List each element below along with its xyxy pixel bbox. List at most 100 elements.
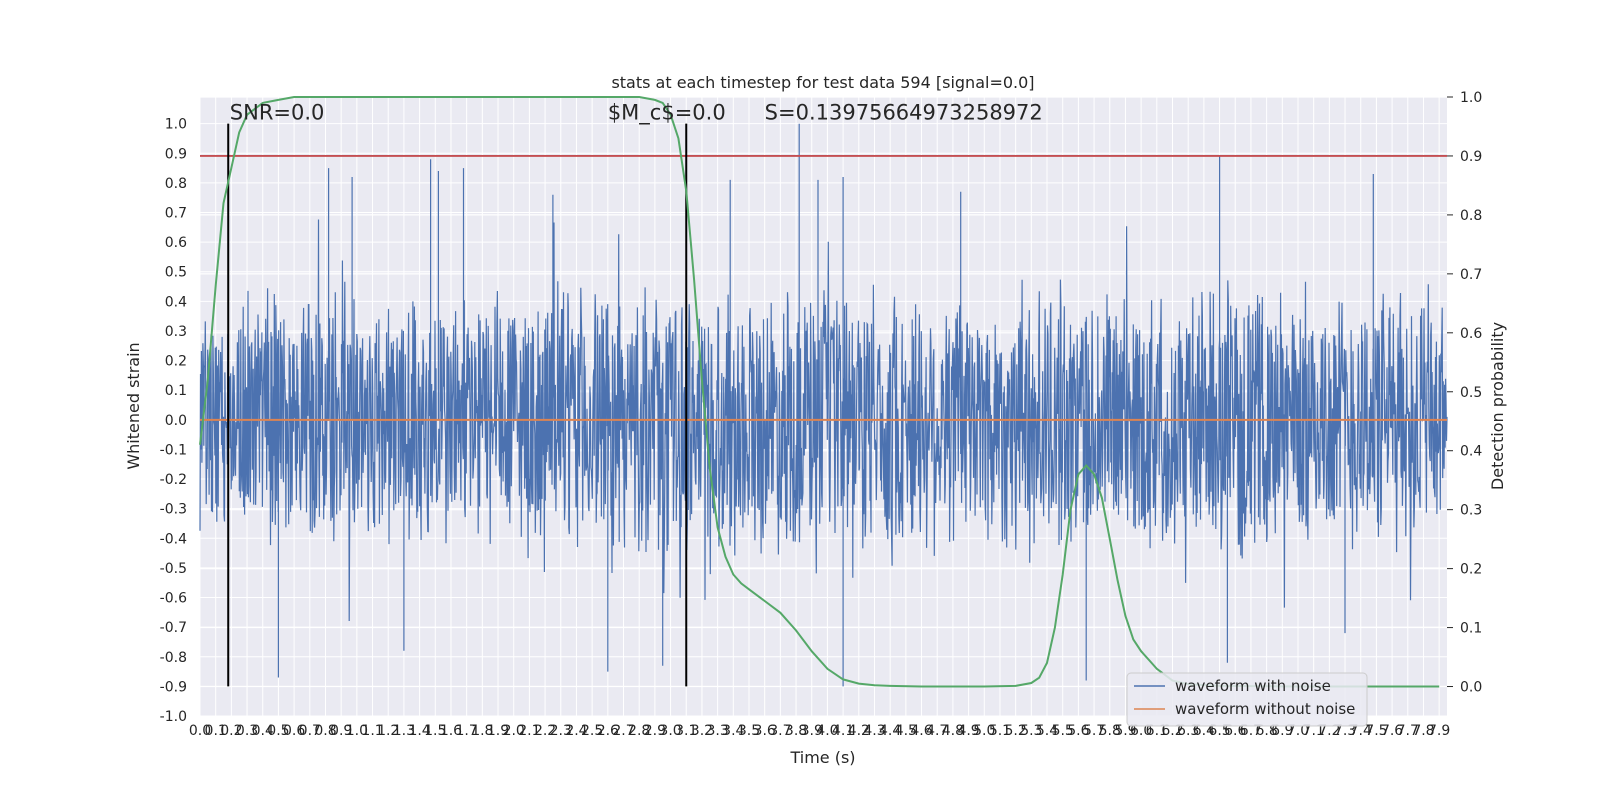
x-tick-label: 0.8 [314, 723, 336, 739]
probability-trace [199, 96, 1440, 688]
x-tick-label: 1.2 [377, 723, 399, 739]
x-tick-label: 7.3 [1334, 723, 1356, 739]
x-tick-label: 7.0 [1287, 723, 1309, 739]
x-tick-label: 5.8 [1099, 723, 1121, 739]
annotations: SNR=0.0 $M_c$=0.0 S=0.13975664973258972 [230, 101, 1043, 126]
x-tick-label: 6.2 [1161, 723, 1183, 739]
legend-box [1126, 672, 1368, 727]
x-tick-label: 1.8 [471, 723, 493, 739]
y-tick-label: 0.6 [165, 235, 187, 251]
x-tick-label: 4.4 [879, 723, 901, 739]
y-tick-label: -0.7 [160, 620, 187, 636]
y2-tick-label: 0.4 [1460, 444, 1482, 460]
y2-tick-label: 0.9 [1460, 149, 1482, 165]
event-markers [227, 123, 688, 687]
x-tick-label: 2.0 [503, 723, 525, 739]
y-tick-label: -0.2 [160, 472, 187, 488]
x-tick-label: 0.3 [236, 723, 258, 739]
x-tick-label: 4.3 [863, 723, 885, 739]
x-tick-label: 7.7 [1397, 723, 1419, 739]
x-tick-label: 4.9 [957, 723, 979, 739]
y-tick-label: 0.5 [165, 265, 187, 281]
legend-label-noisy: waveform with noise [1175, 677, 1331, 695]
x-tick-label: 1.5 [424, 723, 446, 739]
x-axis: 0.00.10.20.30.40.50.60.70.80.91.01.11.21… [189, 723, 1450, 739]
y2-axis-label: Detection probability [1488, 322, 1507, 490]
x-tick-label: 2.1 [518, 723, 540, 739]
x-tick-label: 6.1 [1146, 723, 1168, 739]
x-tick-label: 3.8 [785, 723, 807, 739]
annotation-snr: SNR=0.0 [230, 101, 325, 125]
y-tick-label: -0.4 [160, 531, 187, 547]
y2-tick-label: 0.6 [1460, 326, 1482, 342]
x-tick-label: 7.9 [1428, 723, 1450, 739]
y-tick-label: -0.3 [160, 502, 187, 518]
x-tick-label: 2.7 [612, 723, 634, 739]
x-tick-label: 0.5 [267, 723, 289, 739]
y-tick-label: -0.1 [160, 442, 187, 458]
x-tick-label: 0.9 [330, 723, 352, 739]
x-tick-label: 2.9 [644, 723, 666, 739]
x-tick-label: 0.6 [283, 723, 305, 739]
y-tick-label: 0.2 [165, 354, 187, 370]
y-tick-label: 0.0 [165, 413, 187, 429]
x-tick-label: 3.0 [659, 723, 681, 739]
x-tick-label: 3.4 [722, 723, 744, 739]
y2-tick-label: 0.8 [1460, 208, 1482, 224]
x-tick-label: 3.3 [706, 723, 728, 739]
x-tick-label: 5.0 [973, 723, 995, 739]
x-tick-label: 1.1 [361, 723, 383, 739]
y-tick-label: -1.0 [160, 709, 187, 725]
y-tick-label: -0.6 [160, 591, 187, 607]
x-tick-label: 2.2 [534, 723, 556, 739]
x-tick-label: 6.9 [1271, 723, 1293, 739]
x-tick-label: 2.5 [581, 723, 603, 739]
chart-title: stats at each timestep for test data 594… [611, 73, 1034, 92]
x-tick-label: 1.6 [440, 723, 462, 739]
x-tick-label: 4.8 [942, 723, 964, 739]
x-tick-label: 2.3 [550, 723, 572, 739]
x-tick-label: 6.0 [1130, 723, 1152, 739]
legend: waveform with noise waveform without noi… [1126, 672, 1368, 727]
y-axis-label: Whitened strain [124, 342, 143, 469]
x-tick-label: 7.5 [1365, 723, 1387, 739]
y-tick-label: -0.5 [160, 561, 187, 577]
probability-series [199, 96, 1440, 688]
x-tick-label: 7.6 [1381, 723, 1403, 739]
y-tick-label: 0.9 [165, 146, 187, 162]
x-tick-label: 1.0 [346, 723, 368, 739]
y-tick-label: 0.1 [165, 383, 187, 399]
x-tick-label: 2.6 [597, 723, 619, 739]
y2-tick-label: 0.2 [1460, 562, 1482, 578]
x-tick-label: 3.9 [801, 723, 823, 739]
x-tick-label: 7.4 [1350, 723, 1372, 739]
x-tick-label: 4.5 [895, 723, 917, 739]
y2-tick-label: 1.0 [1460, 90, 1482, 106]
x-tick-label: 1.9 [487, 723, 509, 739]
y-tick-label: 0.7 [165, 206, 187, 222]
x-tick-label: 5.2 [1005, 723, 1027, 739]
y2-axis: 1.0 0.9 0.8 0.7 0.6 0.5 0.4 0.3 0.2 0.1 0.0 [1447, 90, 1482, 696]
x-tick-label: 2.4 [565, 723, 587, 739]
x-tick-label: 5.3 [1020, 723, 1042, 739]
x-tick-label: 5.5 [1052, 723, 1074, 739]
x-tick-label: 3.1 [675, 723, 697, 739]
x-tick-label: 4.0 [816, 723, 838, 739]
x-tick-label: 6.6 [1224, 723, 1246, 739]
x-tick-label: 7.8 [1412, 723, 1434, 739]
x-tick-label: 6.8 [1255, 723, 1277, 739]
x-tick-label: 1.7 [456, 723, 478, 739]
y2-tick-label: 0.7 [1460, 267, 1482, 283]
annotation-s: S=0.13975664973258972 [765, 101, 1043, 125]
x-tick-label: 0.4 [252, 723, 274, 739]
x-tick-label: 5.4 [1036, 723, 1058, 739]
noise-trace [199, 123, 1448, 687]
x-tick-label: 7.1 [1303, 723, 1325, 739]
x-tick-label: 5.9 [1114, 723, 1136, 739]
x-tick-label: 5.6 [1067, 723, 1089, 739]
y-tick-label: 0.4 [165, 294, 187, 310]
x-tick-label: 7.2 [1318, 723, 1340, 739]
x-tick-label: 4.2 [848, 723, 870, 739]
x-tick-label: 4.1 [832, 723, 854, 739]
